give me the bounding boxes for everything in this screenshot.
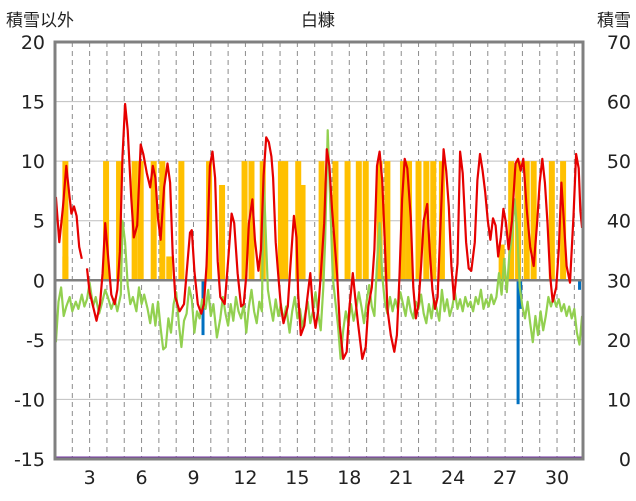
left-tick-label: 10 [21, 151, 45, 173]
right-tick-label: 40 [607, 211, 631, 233]
precipitation-bar [282, 161, 289, 281]
precipitation-bar [430, 161, 437, 281]
precipitation-bar [150, 161, 157, 281]
precipitation-bar [178, 161, 185, 281]
x-tick-label: 15 [285, 467, 309, 489]
x-axis-ticks: 3 6 9 12 15 18 21 24 27 30 [84, 467, 570, 489]
precipitation-bar [362, 161, 369, 281]
right-tick-label: 30 [607, 270, 631, 292]
precipitation-bar [62, 161, 69, 281]
precipitation-bar [344, 161, 351, 281]
left-tick-label: 0 [33, 270, 45, 292]
precipitation-bar [406, 161, 413, 281]
precipitation-bar [318, 161, 325, 281]
precipitation-bar [295, 161, 302, 281]
x-tick-label: 6 [136, 467, 148, 489]
precipitation-bar [62, 256, 69, 281]
x-tick-label: 27 [493, 467, 517, 489]
left-tick-label: -15 [14, 449, 45, 471]
precipitation-bar [219, 184, 226, 281]
x-tick-label: 12 [233, 467, 257, 489]
precipitation-bar [515, 161, 522, 281]
right-tick-label: 60 [607, 92, 631, 114]
x-tick-label: 30 [545, 467, 569, 489]
precipitation-bar [332, 161, 339, 281]
chart-right-axis-title: 積雪 [597, 11, 631, 31]
precipitation-bar [548, 161, 555, 281]
left-tick-label: -10 [14, 389, 45, 411]
right-tick-label: 10 [607, 389, 631, 411]
left-tick-label: 5 [33, 211, 45, 233]
precipitation-bar [116, 161, 123, 281]
precipitation-bar [299, 184, 306, 281]
precipitation-bar [103, 161, 110, 281]
left-tick-label: 20 [21, 32, 45, 54]
precipitation-bar [355, 161, 362, 281]
left-tick-label: -5 [26, 330, 45, 352]
precipitation-bar [376, 161, 383, 281]
x-tick-label: 9 [187, 467, 199, 489]
series-lines [54, 102, 584, 360]
drop-bar [516, 280, 520, 405]
precipitation-bar [423, 161, 430, 281]
precipitation-bar [399, 161, 406, 281]
precipitation-bar [241, 161, 248, 281]
precipitation-bar [415, 161, 422, 281]
right-tick-label: 0 [619, 449, 631, 471]
precipitation-bar [384, 161, 391, 281]
precipitation-bar [137, 161, 144, 281]
precipitation-bar [438, 161, 445, 281]
precipitation-bar [166, 256, 173, 281]
chart-left-axis-title: 積雪以外 [6, 11, 74, 31]
wind-line [54, 129, 584, 360]
precipitation-bar [248, 161, 255, 281]
drop-bar [578, 280, 582, 290]
precipitation-bar [530, 161, 537, 281]
right-tick-label: 20 [607, 330, 631, 352]
precipitation-bar [498, 244, 505, 281]
right-axis-ticks: 0 10 20 30 40 50 60 70 [607, 32, 631, 471]
x-tick-label: 24 [441, 467, 465, 489]
plot-frame [53, 40, 585, 461]
x-tick-label: 21 [389, 467, 413, 489]
precipitation-bar [277, 161, 284, 281]
left-tick-label: 15 [21, 92, 45, 114]
x-tick-label: 18 [337, 467, 361, 489]
precipitation-bar [131, 161, 138, 281]
right-tick-label: 50 [607, 151, 631, 173]
x-tick-label: 3 [84, 467, 96, 489]
right-tick-label: 70 [607, 32, 631, 54]
chart-title: 白糠 [301, 10, 335, 31]
temperature-line [54, 102, 584, 360]
left-axis-ticks: -15 -10 -5 0 5 10 15 20 [14, 32, 45, 471]
